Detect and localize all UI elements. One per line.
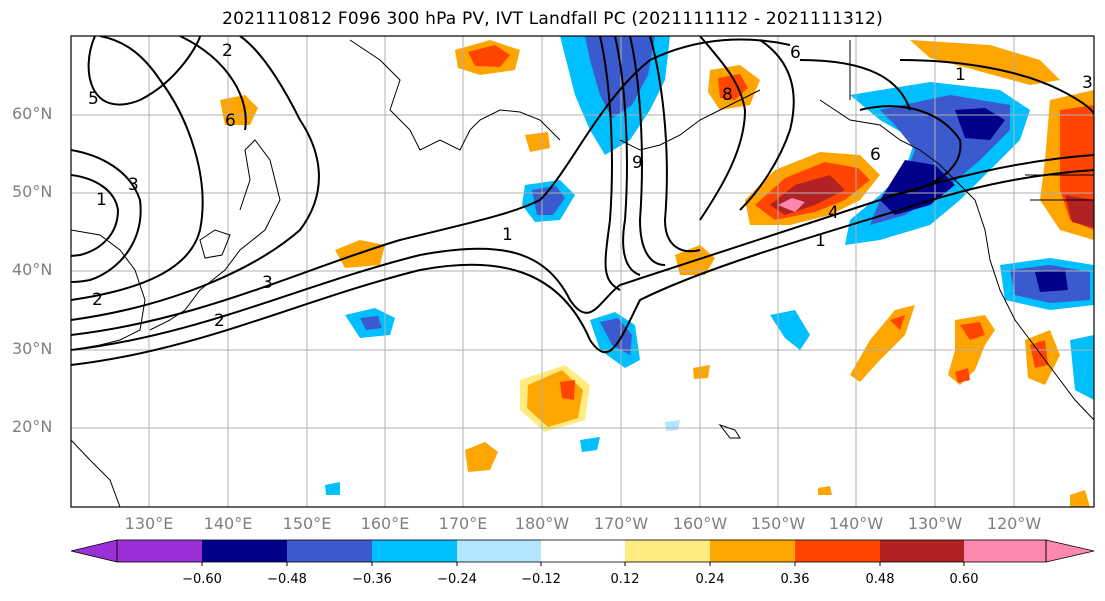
contour-label: 2 bbox=[214, 311, 225, 331]
contour-label: 9 bbox=[632, 153, 643, 173]
map-frame bbox=[70, 35, 1095, 508]
colorbar-tick: −0.12 bbox=[521, 572, 561, 587]
pv-contours bbox=[71, 36, 1094, 366]
contour-labels: 2 5 6 1 3 2 3 2 1 9 6 8 1 6 4 1 3 bbox=[88, 41, 1093, 331]
contour-label: 3 bbox=[1082, 73, 1093, 93]
contour-label: 3 bbox=[128, 175, 139, 195]
lon-label: 120°W bbox=[986, 514, 1042, 533]
colorbar-tick: 0.60 bbox=[949, 572, 979, 587]
contour-label: 1 bbox=[955, 65, 966, 85]
colorbar-tick: 0.12 bbox=[610, 572, 640, 587]
lon-label: 130°W bbox=[907, 514, 963, 533]
lon-label: 170°E bbox=[438, 514, 488, 533]
contour-label: 5 bbox=[88, 89, 99, 109]
lon-label: 170°W bbox=[593, 514, 649, 533]
contour-label: 2 bbox=[92, 290, 103, 310]
lon-label: 130°E bbox=[124, 514, 174, 533]
lon-label: 180°W bbox=[514, 514, 570, 533]
colorbar-tick: 0.24 bbox=[695, 572, 725, 587]
contour-label: 6 bbox=[870, 145, 881, 165]
contour-label: 1 bbox=[502, 225, 513, 245]
contour-label: 4 bbox=[828, 203, 839, 223]
lat-label: 20°N bbox=[12, 417, 53, 436]
lon-label: 140°E bbox=[203, 514, 253, 533]
lat-label: 60°N bbox=[12, 104, 53, 123]
pv-shading bbox=[220, 36, 1094, 507]
colorbar bbox=[70, 539, 1095, 566]
colorbar-tick: −0.60 bbox=[182, 572, 222, 587]
lon-label: 150°E bbox=[282, 514, 332, 533]
colorbar-tick: −0.24 bbox=[437, 572, 477, 587]
contour-label: 6 bbox=[225, 111, 236, 131]
contour-label: 8 bbox=[722, 85, 733, 105]
lat-label: 30°N bbox=[12, 339, 53, 358]
contour-label: 3 bbox=[262, 273, 273, 293]
map-gridlines bbox=[71, 36, 1094, 507]
contour-label: 1 bbox=[815, 231, 826, 251]
lon-label: 160°W bbox=[672, 514, 728, 533]
contour-label: 6 bbox=[790, 43, 801, 63]
contour-label: 1 bbox=[96, 190, 107, 210]
colorbar-tick: 0.36 bbox=[780, 572, 810, 587]
lon-label: 140°W bbox=[828, 514, 884, 533]
colorbar-tick: 0.48 bbox=[865, 572, 895, 587]
lat-label: 50°N bbox=[12, 182, 53, 201]
contour-label: 2 bbox=[222, 41, 233, 61]
lon-label: 150°W bbox=[750, 514, 806, 533]
map-title: 2021110812 F096 300 hPa PV, IVT Landfall… bbox=[222, 9, 883, 29]
colorbar-tick: −0.48 bbox=[267, 572, 307, 587]
colorbar-tick: −0.36 bbox=[352, 572, 392, 587]
lat-label: 40°N bbox=[12, 260, 53, 279]
lon-label: 160°E bbox=[360, 514, 410, 533]
